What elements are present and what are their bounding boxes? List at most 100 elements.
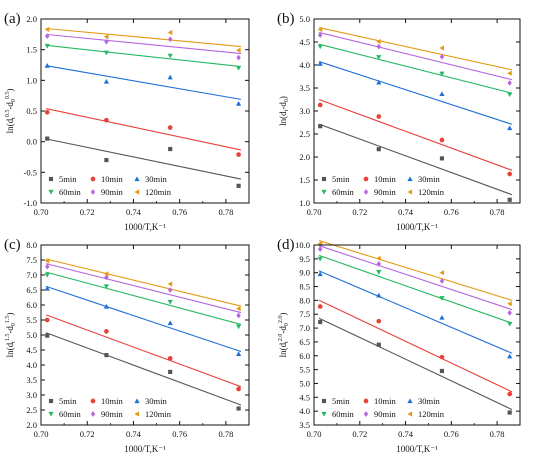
data-point-90min — [507, 309, 512, 316]
x-tick-label: 0.72 — [352, 429, 367, 439]
data-point-60min — [44, 43, 50, 49]
fit-line-120min — [318, 27, 513, 71]
legend-marker-5min — [48, 398, 54, 404]
legend-marker-60min — [48, 411, 54, 417]
x-tick-label: 0.76 — [444, 429, 459, 439]
y-tick-label: 7.0 — [26, 270, 37, 280]
ylabel-prefix: ln(d — [278, 111, 288, 126]
legend-label-120min: 120min — [145, 409, 172, 419]
data-point-5min — [45, 333, 50, 338]
x-tick-label: 0.72 — [80, 429, 95, 439]
data-point-60min — [236, 65, 242, 71]
data-point-10min — [376, 114, 382, 119]
ylabel-sup: 2.0 — [278, 334, 284, 342]
x-tick-label: 0.70 — [34, 429, 49, 439]
chart-panel-a: 0.70 0.72 0.74 0.76 0.78 -1.0 -0.5 0.0 0.5 1.0 1.5… — [4, 11, 250, 232]
ylabel-sub: 0 — [284, 99, 290, 102]
y-tick-label: 1.0 — [299, 198, 310, 208]
data-point-60min — [103, 50, 110, 56]
data-point-60min — [439, 71, 445, 77]
y-tick-label: 6.0 — [299, 351, 310, 361]
legend-label-30min: 30min — [418, 174, 440, 184]
legend-marker-30min — [134, 176, 140, 182]
panel-label: (d) — [277, 237, 295, 253]
data-point-10min — [236, 386, 241, 392]
data-point-30min — [317, 61, 323, 66]
legend-label-120min: 120min — [418, 409, 445, 419]
ylabel-sub: t — [284, 109, 290, 111]
data-point-30min — [167, 74, 173, 80]
legend-marker-5min — [321, 176, 327, 182]
data-point-90min — [236, 54, 241, 61]
data-point-10min — [104, 117, 109, 123]
fit-line-60min — [46, 44, 241, 68]
legend-label-60min: 60min — [59, 409, 81, 419]
data-point-90min — [104, 38, 109, 45]
y-tick-label: 1.5 — [299, 175, 310, 185]
data-point-120min — [44, 258, 50, 264]
data-point-10min — [44, 317, 50, 323]
data-point-120min — [103, 271, 109, 277]
data-point-30min — [507, 125, 513, 131]
ylabel-suffix: ) — [278, 96, 288, 99]
legend-label-90min: 90min — [374, 187, 396, 197]
y-tick-label: 4.5 — [299, 392, 310, 402]
data-point-5min — [45, 136, 50, 141]
legend-marker-120min — [407, 189, 413, 195]
legend-marker-60min — [321, 189, 327, 195]
ylabel-sub: 0 — [11, 323, 17, 326]
data-point-60min — [439, 296, 445, 301]
legend-label-90min: 90min — [374, 409, 396, 419]
x-tick-label: 0.74 — [398, 207, 414, 217]
x-tick-label: 0.74 — [126, 429, 142, 439]
plot-frame — [313, 244, 521, 426]
legend-marker-90min — [363, 189, 369, 195]
x-tick-label: 0.78 — [490, 429, 505, 439]
ylabel-prefix: ln(d — [5, 118, 15, 133]
legend-label-10min: 10min — [101, 174, 123, 184]
data-point-10min — [167, 125, 173, 130]
y-tick-label: 3.5 — [299, 83, 310, 93]
y-tick-label: 2.5 — [26, 405, 37, 415]
y-tick-label: 5.0 — [299, 378, 310, 388]
y-tick-label: 4.5 — [299, 37, 310, 47]
data-point-30min — [439, 314, 445, 320]
y-tick-label: 6.0 — [26, 300, 37, 310]
y-tick-label: 1.0 — [26, 75, 37, 85]
y-tick-label: 3.0 — [26, 390, 37, 400]
ylabel-prefix: ln(d — [5, 342, 15, 357]
chart-panel-d: 0.70 0.72 0.74 0.76 0.78 3.5 4.0 4.5 5.0 5.5 6.0 6.… — [277, 237, 521, 454]
y-tick-label: 7.5 — [26, 255, 37, 265]
x-tick-label: 0.78 — [490, 207, 505, 217]
y-tick-label: 2.0 — [26, 420, 37, 430]
data-point-120min — [439, 45, 445, 51]
data-point-120min — [439, 270, 445, 276]
data-point-90min — [45, 263, 50, 270]
x-tick-label: 0.76 — [172, 207, 187, 217]
legend-marker-90min — [90, 189, 96, 195]
data-point-90min — [507, 80, 512, 86]
data-point-60min — [376, 270, 382, 275]
fit-line-60min — [318, 254, 513, 324]
data-point-10min — [376, 318, 382, 324]
fit-line-120min — [45, 258, 242, 307]
ylabel-mid: -d — [278, 102, 288, 110]
data-point-10min — [439, 137, 445, 143]
fit-line-10min — [45, 314, 242, 388]
ylabel-sup: 2.0 — [278, 316, 284, 324]
y-axis-title: ln(dt0.5-d00.5) — [5, 89, 17, 134]
data-point-10min — [317, 102, 323, 108]
ylabel-sub: t — [11, 341, 17, 343]
legend-label-90min: 90min — [101, 187, 123, 197]
ylabel-sup: 1.5 — [5, 316, 11, 324]
data-point-120min — [236, 306, 241, 312]
y-tick-label: 10.0 — [295, 240, 310, 250]
x-axis-title: 1000/T,K⁻¹ — [124, 444, 166, 454]
panel-label: (c) — [4, 237, 21, 253]
y-tick-label: 3.5 — [26, 375, 37, 385]
legend-label-120min: 120min — [418, 187, 445, 197]
chart-panel-b: 0.70 0.72 0.74 0.76 0.78 1.0 1.5 2.0 2.5 3.0 3.5 4.… — [277, 11, 521, 232]
y-tick-label: 8.0 — [299, 295, 310, 305]
legend-label-60min: 60min — [332, 187, 354, 197]
